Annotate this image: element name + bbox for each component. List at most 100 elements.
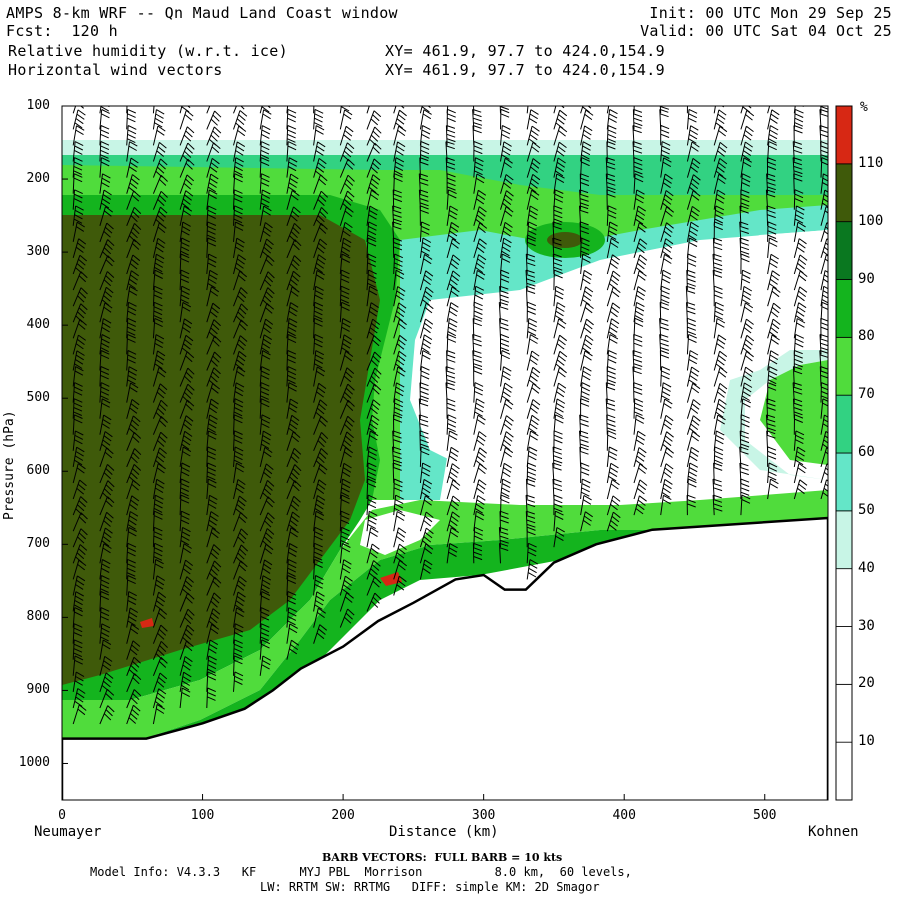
- wind-barb: [473, 141, 483, 162]
- wind-barb: [99, 271, 115, 291]
- wind-barb: [473, 157, 484, 178]
- wind-barb: [206, 544, 221, 564]
- wind-barb: [393, 366, 406, 387]
- y-tick-label: 400: [26, 317, 50, 333]
- wind-barb: [766, 398, 776, 419]
- wind-barb: [126, 174, 140, 194]
- wind-barb: [259, 382, 270, 403]
- wind-barb: [339, 253, 351, 275]
- wind-barb: [233, 237, 245, 258]
- model-info-2: LW: RRTM SW: RRTMG DIFF: simple KM: 2D S…: [260, 880, 600, 894]
- wind-barb: [152, 463, 166, 484]
- wind-barb: [473, 366, 483, 387]
- wind-barb: [179, 126, 195, 146]
- wind-barb: [206, 351, 222, 371]
- wind-barb: [473, 285, 485, 307]
- wind-barb: [472, 108, 483, 130]
- wind-barb: [553, 205, 563, 226]
- wind-barb: [259, 446, 273, 468]
- wind-barb: [72, 446, 85, 467]
- wind-barb: [500, 333, 510, 355]
- wind-barb: [392, 462, 402, 484]
- wind-barb: [339, 367, 355, 387]
- wind-barb: [473, 479, 487, 500]
- wind-barb: [792, 141, 803, 162]
- wind-barb: [152, 237, 166, 259]
- wind-barb: [152, 125, 166, 146]
- wind-barb: [259, 543, 274, 564]
- barb-legend: BARB VECTORS: FULL BARB = 10 kts: [322, 851, 563, 864]
- colorbar: [835, 105, 853, 801]
- wind-barb: [606, 366, 616, 387]
- wind-barb: [339, 399, 355, 419]
- wind-barb: [419, 382, 429, 403]
- wind-barb: [660, 478, 673, 500]
- wind-barb: [233, 189, 243, 210]
- wind-barb: [99, 705, 115, 725]
- wind-barb: [99, 543, 112, 564]
- wind-barb: [605, 398, 616, 419]
- wind-barb: [526, 317, 538, 339]
- wind-barb: [206, 527, 220, 548]
- wind-barb: [126, 270, 139, 291]
- wind-barb: [660, 124, 670, 146]
- wind-barb: [339, 206, 354, 226]
- wind-barb: [820, 157, 828, 178]
- wind-barb: [286, 447, 302, 468]
- wind-barb: [499, 510, 509, 532]
- wind-barb: [418, 189, 429, 210]
- wind-barb: [206, 110, 222, 130]
- wind-barb: [500, 478, 511, 500]
- wind-barb: [313, 415, 328, 435]
- wind-barb: [339, 510, 350, 532]
- wind-barb: [339, 350, 354, 371]
- wind-barb: [552, 478, 563, 500]
- wind-barb: [206, 253, 217, 275]
- wind-barb: [740, 302, 754, 323]
- wind-barb: [820, 206, 828, 226]
- wind-barb: [233, 270, 248, 291]
- wind-barb: [446, 205, 459, 226]
- wind-barb: [366, 478, 377, 500]
- wind-barb: [126, 542, 137, 564]
- wind-barb: [740, 141, 753, 162]
- wind-barb: [286, 543, 298, 564]
- wind-barb: [525, 510, 536, 532]
- wind-barb: [580, 286, 594, 307]
- wind-barb: [366, 430, 379, 451]
- wind-barb: [233, 366, 246, 387]
- wind-barb: [393, 478, 403, 500]
- wind-barb: [179, 174, 195, 194]
- wind-barb: [739, 237, 750, 258]
- colorbar-tick-label: 20: [858, 675, 875, 692]
- wind-barb: [393, 125, 407, 146]
- wind-barb: [313, 510, 325, 532]
- rh-supersat-2: [140, 618, 154, 628]
- wind-barb: [579, 173, 590, 194]
- wind-barb: [418, 173, 429, 194]
- wind-barb: [446, 430, 458, 451]
- wind-barb: [793, 446, 806, 467]
- wind-barb: [472, 333, 482, 355]
- wind-barb: [660, 414, 674, 435]
- wind-barb: [686, 382, 701, 403]
- wind-barb: [472, 350, 483, 371]
- wind-barb: [286, 575, 297, 596]
- wind-barb: [366, 189, 380, 210]
- wind-barb: [713, 125, 728, 146]
- xy-range-2: XY= 461.9, 97.7 to 424.0,154.9: [385, 61, 665, 79]
- wind-barb: [713, 334, 727, 355]
- wind-barb: [500, 174, 514, 194]
- wind-barb: [286, 414, 300, 435]
- wind-barb: [633, 301, 645, 323]
- wind-barb: [259, 205, 272, 226]
- wind-barb: [419, 430, 429, 451]
- wind-barb: [606, 479, 620, 500]
- y-tick-label: 600: [26, 463, 50, 479]
- wind-barb: [473, 301, 483, 323]
- rh-band-30-right: [720, 350, 828, 480]
- wind-barb: [606, 430, 617, 451]
- wind-barb: [366, 110, 382, 130]
- wind-barb: [660, 366, 671, 387]
- wind-barb: [339, 109, 353, 130]
